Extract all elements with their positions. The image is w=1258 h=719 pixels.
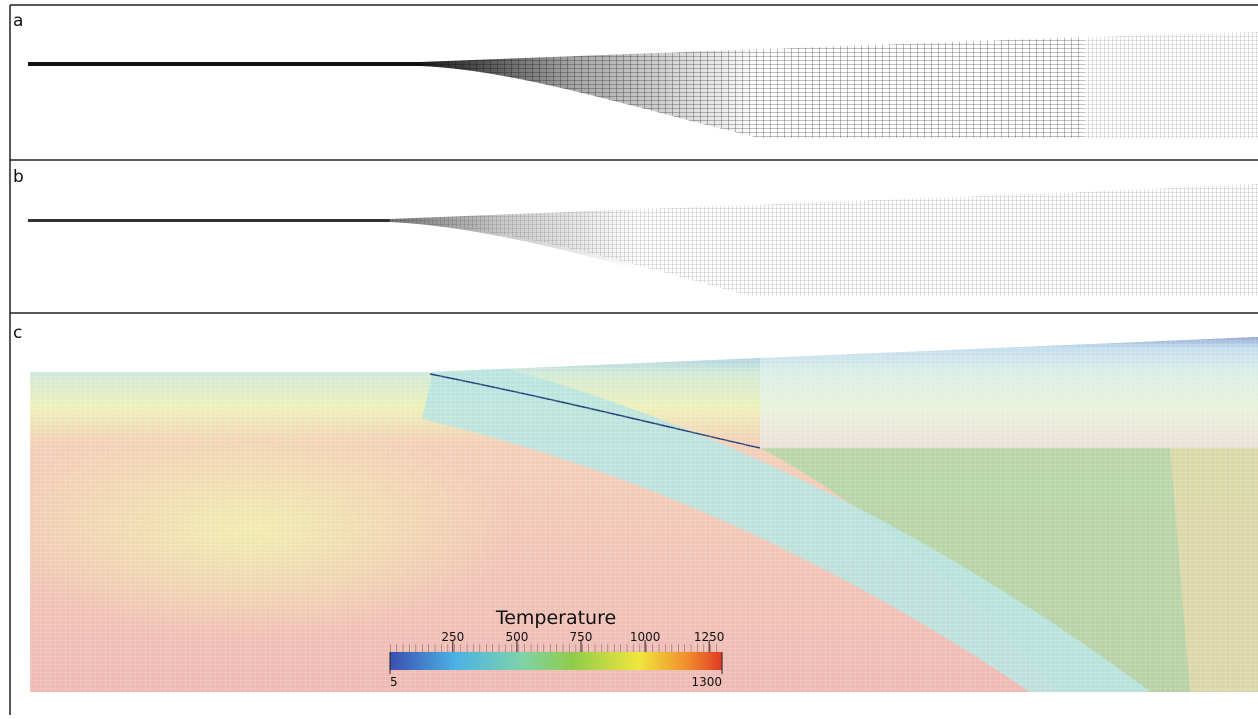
colorbar-tick-label: 750 (570, 630, 593, 644)
colorbar-gradient (390, 652, 722, 670)
colorbar-tick-label: 1250 (694, 630, 725, 644)
frames (9, 4, 1258, 715)
colorbar-tick-label: 1000 (630, 630, 661, 644)
colorbar-tick-label: 250 (441, 630, 464, 644)
colorbar-min-label: 5 (390, 675, 398, 689)
panel-label: b (13, 167, 24, 187)
colorbar-max-label: 1300 (691, 675, 722, 689)
colorbar-title: Temperature (495, 607, 616, 629)
panel-c-field (30, 337, 1258, 692)
panel-b-mesh (28, 184, 1258, 296)
colorbar-tick-label: 500 (505, 630, 528, 644)
colorbar-minor-ticks (390, 644, 722, 652)
panel-a-mesh (28, 32, 1258, 138)
colorbar: Temperature (390, 607, 722, 670)
panel-label: c (13, 323, 22, 343)
panel-label: a (13, 11, 23, 31)
